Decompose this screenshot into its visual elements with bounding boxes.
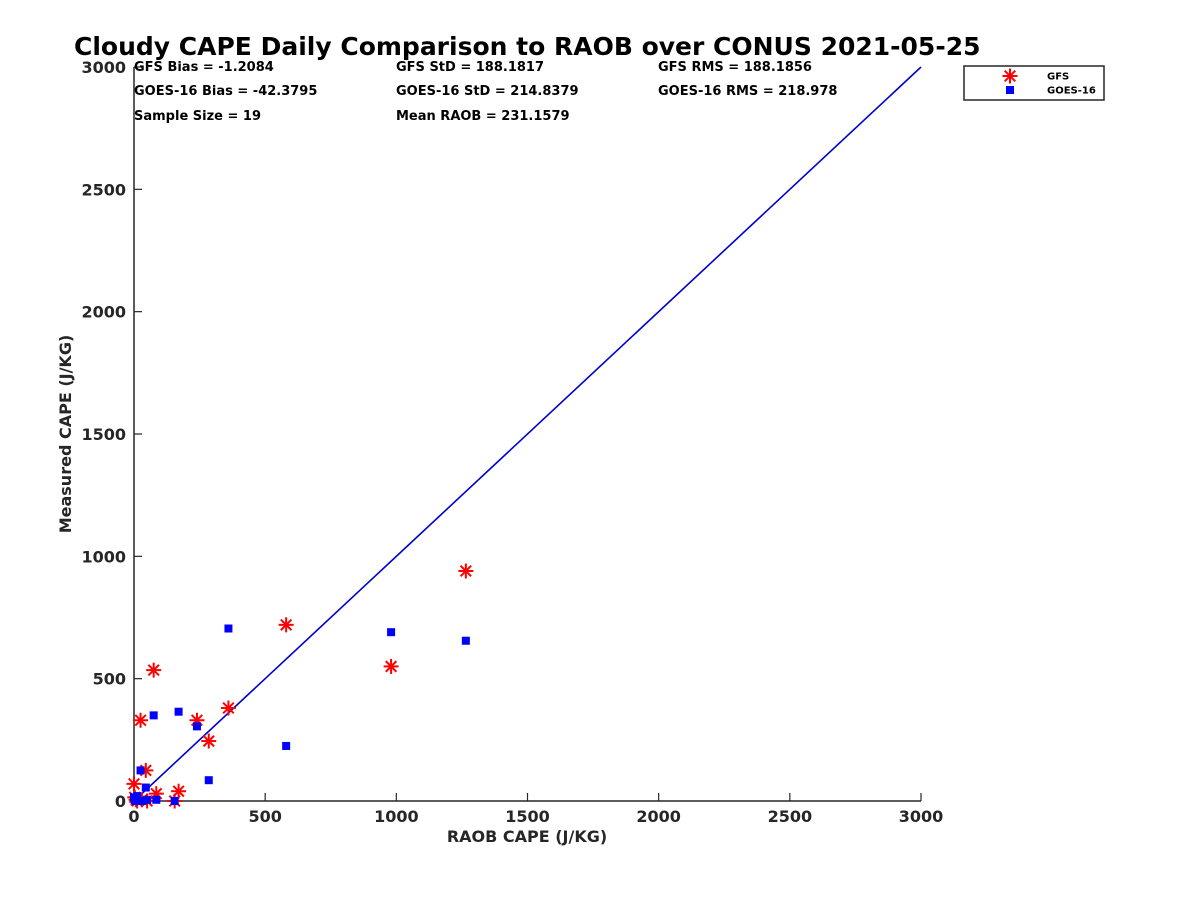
y-tick-label: 500 [93, 670, 126, 689]
goes-16-point [192, 722, 201, 731]
data-points [126, 563, 474, 809]
goes-16-point [136, 766, 145, 775]
x-tick-label: 1000 [374, 807, 419, 826]
ticks: 0 500 1000 1500 2000 2500 3000 0 500 1000 1500 2000… [81, 58, 943, 826]
x-tick-label: 3000 [899, 807, 944, 826]
stat-text: GFS StD = 188.1817 [396, 60, 544, 75]
goes-16-point [152, 795, 161, 804]
gfs-point [171, 783, 187, 799]
legend-goes-16-marker [1006, 86, 1014, 94]
stat-text: GOES-16 Bias = -42.3795 [134, 84, 317, 99]
y-tick-label: 2500 [81, 180, 126, 199]
gfs-point [146, 662, 162, 678]
goes-16-point [204, 776, 213, 785]
gfs-point [278, 617, 294, 633]
goes-16-point [133, 792, 142, 801]
gfs-point [201, 733, 217, 749]
x-axis-label: RAOB CAPE (J/KG) [447, 827, 607, 846]
stat-text: Sample Size = 19 [134, 109, 261, 124]
goes-16-point [170, 797, 179, 805]
gfs-point [458, 563, 474, 579]
goes-16-point [137, 797, 146, 805]
gfs-point [383, 658, 399, 674]
goes-16-point [132, 797, 141, 805]
gfs-point [126, 776, 142, 792]
x-tick-label: 2500 [768, 807, 813, 826]
goes-16-point [387, 628, 396, 637]
chart-title: Cloudy CAPE Daily Comparison to RAOB ove… [74, 32, 980, 61]
stat-text: Mean RAOB = 231.1579 [396, 109, 570, 124]
x-tick-label: 2000 [636, 807, 681, 826]
legend-goes-16-label: GOES-16 [1047, 86, 1096, 97]
stat-text: GOES-16 StD = 214.8379 [396, 84, 579, 99]
y-tick-label: 3000 [81, 58, 126, 77]
y-tick-label: 1000 [81, 547, 126, 566]
legend-gfs-marker [1002, 68, 1018, 84]
goes-16-point [174, 707, 183, 716]
x-tick-label: 1500 [505, 807, 550, 826]
gfs-point [220, 700, 236, 716]
legend: GFS GOES-16 [963, 65, 1105, 101]
y-tick-label: 1500 [81, 425, 126, 444]
goes-16-point [143, 795, 152, 804]
x-tick-label: 500 [248, 807, 281, 826]
legend-box [963, 65, 1105, 101]
x-tick-label: 0 [128, 807, 139, 826]
y-tick-label: 0 [115, 792, 126, 811]
goes-16-point [282, 741, 291, 750]
gfs-point [133, 712, 149, 728]
stat-text: GFS Bias = -1.2084 [134, 60, 274, 75]
legend-gfs-label: GFS [1047, 72, 1069, 83]
goes-16-point [141, 783, 150, 792]
goes-16-point [461, 636, 470, 645]
goes-16-point [224, 624, 233, 633]
one-to-one-line [133, 66, 922, 802]
stat-text: GFS RMS = 188.1856 [658, 60, 812, 75]
y-axis-label: Measured CAPE (J/KG) [56, 335, 75, 534]
y-tick-label: 2000 [81, 303, 126, 322]
stat-text: GOES-16 RMS = 218.978 [658, 84, 837, 99]
statistics-text: GFS Bias = -1.2084 GFS StD = 188.1817 GFS … [134, 60, 837, 124]
goes-16-point [149, 711, 158, 720]
